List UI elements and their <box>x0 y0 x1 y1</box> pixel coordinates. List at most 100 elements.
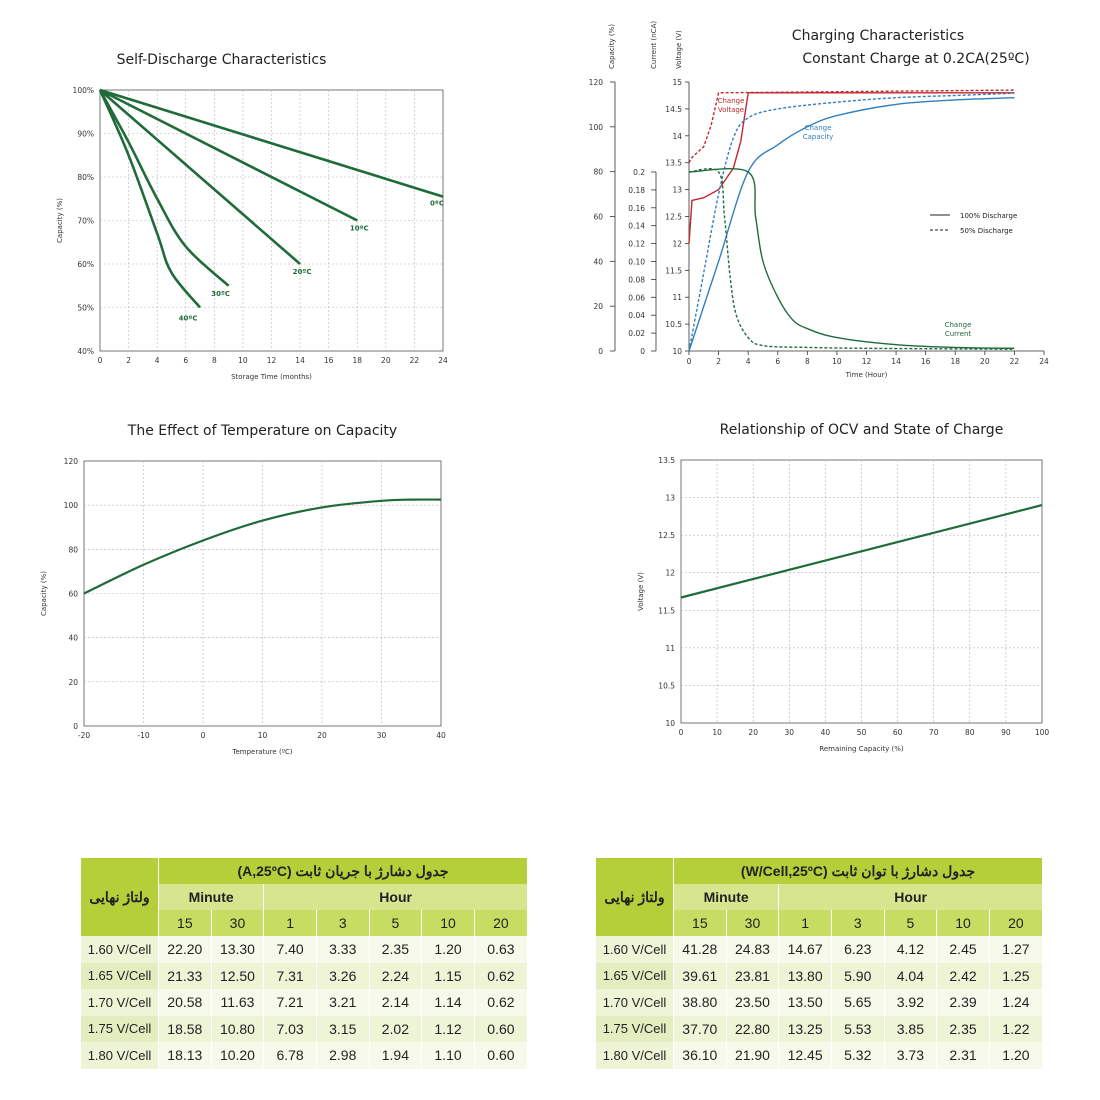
series-label: 10ºC <box>350 225 369 233</box>
table-cell: 6.78 <box>263 1042 317 1069</box>
table-cell: 13.80 <box>778 962 832 989</box>
table-cell: 1.15 <box>421 962 475 989</box>
table-cell: 7.40 <box>263 936 317 963</box>
column-header: 3 <box>830 910 885 936</box>
x-tick-label: 20 <box>748 728 758 737</box>
series-line-3 <box>98 89 230 287</box>
row-label: 1.60 V/Cell <box>80 936 159 963</box>
chart-title: The Effect of Temperature on Capacity <box>127 423 397 439</box>
column-header: 20 <box>988 910 1042 936</box>
x-tick-label: 18 <box>352 356 362 365</box>
current-tick-label: 0.04 <box>628 311 645 320</box>
voltage-tick-label: 15 <box>672 78 682 87</box>
row-label: 1.80 V/Cell <box>80 1042 159 1069</box>
x-tick-label: 10 <box>712 728 722 737</box>
voltage-tick-label: 11.5 <box>665 266 682 275</box>
chart-subtitle: Constant Charge at 0.2CA(25ºC) <box>802 51 1029 67</box>
x-tick-label: 10 <box>238 356 248 365</box>
current-tick-label: 0.08 <box>628 275 645 284</box>
table-cell: 2.39 <box>936 989 990 1016</box>
x-tick-label: 20 <box>381 356 391 365</box>
temperature-svg: The Effect of Temperature on Capacity -20… <box>40 423 446 756</box>
x-tick-label: 6 <box>775 357 780 366</box>
x-tick-label: 20 <box>317 731 327 740</box>
y-tick-label: 70% <box>77 217 94 226</box>
current-tick-label: 0.06 <box>628 293 645 302</box>
y-tick-label: 12 <box>665 569 675 578</box>
series-line-2 <box>688 97 1015 352</box>
table-cell: 39.61 <box>673 962 727 989</box>
table-row: 1.75 V/Cell 37.70 22.80 13.25 5.53 3.85 2.35 1.… <box>595 1015 1042 1042</box>
charging-chart: Charging Characteristics Constant Charge … <box>560 20 1100 390</box>
chart-title: Relationship of OCV and State of Charge <box>720 422 1004 438</box>
y-tick-label: 10.5 <box>658 681 675 690</box>
current-tick-label: 0.12 <box>628 240 645 249</box>
capacity-tick-label: 80 <box>593 168 603 177</box>
plot-frame <box>680 459 1043 724</box>
x-tick-label: 0 <box>687 357 692 366</box>
table-cell: 38.80 <box>673 989 727 1016</box>
table-cell: 41.28 <box>673 936 727 963</box>
y-tick-label: 80% <box>77 173 94 182</box>
x-tick-label: 8 <box>212 356 217 365</box>
constant-power-table: ولتاژ نهایی جدول دشارژ با توان ثابت (W/C… <box>595 858 1042 1069</box>
column-header: 10 <box>421 910 475 936</box>
column-header: 30 <box>725 910 779 936</box>
table-cell: 2.35 <box>368 936 422 963</box>
table-cell: 21.33 <box>158 962 212 989</box>
voltage-tick-label: 10 <box>672 347 682 356</box>
table-cell: 10.80 <box>210 1015 264 1042</box>
table-cell: 1.27 <box>988 936 1042 963</box>
voltage-tick-label: 14 <box>672 132 682 141</box>
table-cell: 4.04 <box>883 962 937 989</box>
table-cell: 3.26 <box>315 962 370 989</box>
hour-group-header: Hour <box>778 884 1042 910</box>
table-cell: 18.58 <box>158 1015 212 1042</box>
series-line <box>680 504 1043 599</box>
table-cell: 13.30 <box>210 936 264 963</box>
self-discharge-chart: Self-Discharge Characteristics 0 2 4 6 8 10 12 1… <box>0 40 550 390</box>
y-tick-label: 12.5 <box>658 531 675 540</box>
table-cell: 1.10 <box>421 1042 475 1069</box>
x-tick-label: 2 <box>126 356 131 365</box>
column-header: 15 <box>158 910 212 936</box>
voltage-annotation: Voltage <box>718 106 744 114</box>
x-tick-label: -10 <box>137 731 149 740</box>
y-tick-label: 0 <box>73 722 78 731</box>
x-tick-label: 0 <box>201 731 206 740</box>
table-row: 1.80 V/Cell 18.13 10.20 6.78 2.98 1.94 1.10 0.6… <box>80 1042 527 1069</box>
table-cell: 7.21 <box>263 989 317 1016</box>
y-tick-label: 100 <box>64 501 79 510</box>
table-cell: 0.63 <box>473 936 527 963</box>
column-header: 20 <box>473 910 527 936</box>
series-line-0 <box>688 92 1015 244</box>
table-cell: 1.20 <box>421 936 475 963</box>
temperature-chart: The Effect of Temperature on Capacity -20… <box>0 423 550 775</box>
x-tick-label: 60 <box>893 728 903 737</box>
table-cell: 3.92 <box>883 989 937 1016</box>
current-tick-label: 0.14 <box>628 222 645 231</box>
axis-title: Voltage (V) <box>675 30 683 69</box>
x-tick-label: 2 <box>716 357 721 366</box>
table-cell: 23.50 <box>725 989 779 1016</box>
table-cell: 0.60 <box>473 1015 527 1042</box>
table-cell: 10.20 <box>210 1042 264 1069</box>
row-label: 1.65 V/Cell <box>80 962 159 989</box>
chart-title: Self-Discharge Characteristics <box>117 52 327 68</box>
series-line-3 <box>688 92 1015 352</box>
x-tick-label: 14 <box>295 356 305 365</box>
capacity-tick-label: 20 <box>593 302 603 311</box>
table-cell: 2.31 <box>936 1042 990 1069</box>
x-tick-label: 0 <box>679 728 684 737</box>
voltage-tick-label: 13 <box>672 186 682 195</box>
table-cell: 1.22 <box>988 1015 1042 1042</box>
x-axis-label: Remaining Capacity (%) <box>819 745 904 753</box>
capacity-annotation: Capacity <box>803 133 834 141</box>
table-title: جدول دشارژ با توان ثابت (W/Cell,25ºC) <box>673 858 1042 884</box>
x-tick-label: 22 <box>410 356 420 365</box>
x-tick-label: 12 <box>267 356 277 365</box>
table-cell: 0.62 <box>473 989 527 1016</box>
legend-item: 50% Discharge <box>960 227 1013 235</box>
y-tick-label: 13 <box>665 494 675 503</box>
